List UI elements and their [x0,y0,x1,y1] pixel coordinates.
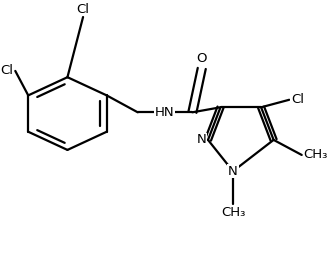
Text: Cl: Cl [1,65,14,77]
Text: N: N [197,133,207,146]
Text: CH₃: CH₃ [221,206,245,219]
Text: HN: HN [155,106,174,119]
Text: N: N [228,165,238,178]
Text: Cl: Cl [76,3,90,16]
Text: O: O [197,52,207,65]
Text: Cl: Cl [291,93,304,106]
Text: CH₃: CH₃ [303,148,328,162]
